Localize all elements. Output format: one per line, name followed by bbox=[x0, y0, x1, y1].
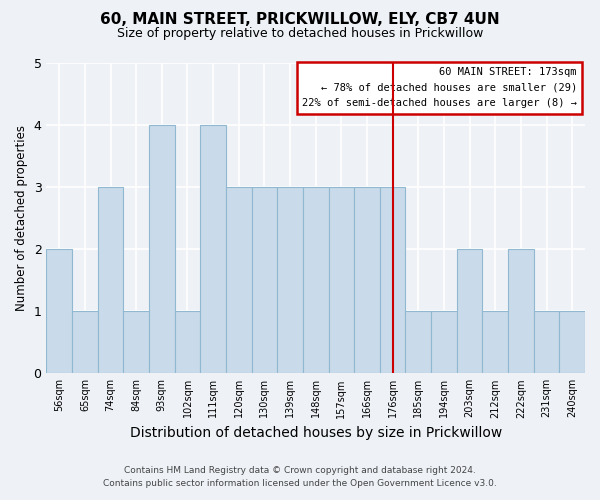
Text: Size of property relative to detached houses in Prickwillow: Size of property relative to detached ho… bbox=[117, 28, 483, 40]
Text: Contains HM Land Registry data © Crown copyright and database right 2024.
Contai: Contains HM Land Registry data © Crown c… bbox=[103, 466, 497, 487]
Bar bbox=[431, 311, 457, 374]
Bar bbox=[149, 124, 175, 374]
Bar bbox=[457, 249, 482, 374]
Text: 60 MAIN STREET: 173sqm
← 78% of detached houses are smaller (29)
22% of semi-det: 60 MAIN STREET: 173sqm ← 78% of detached… bbox=[302, 67, 577, 108]
Bar bbox=[559, 311, 585, 374]
Bar bbox=[277, 187, 303, 374]
Bar bbox=[534, 311, 559, 374]
Bar bbox=[303, 187, 329, 374]
Bar bbox=[175, 311, 200, 374]
Text: 60, MAIN STREET, PRICKWILLOW, ELY, CB7 4UN: 60, MAIN STREET, PRICKWILLOW, ELY, CB7 4… bbox=[100, 12, 500, 28]
Bar bbox=[200, 124, 226, 374]
Y-axis label: Number of detached properties: Number of detached properties bbox=[15, 125, 28, 311]
Bar bbox=[46, 249, 72, 374]
Bar bbox=[251, 187, 277, 374]
Bar bbox=[72, 311, 98, 374]
Bar bbox=[124, 311, 149, 374]
Bar bbox=[226, 187, 251, 374]
Bar bbox=[406, 311, 431, 374]
Bar bbox=[354, 187, 380, 374]
X-axis label: Distribution of detached houses by size in Prickwillow: Distribution of detached houses by size … bbox=[130, 426, 502, 440]
Bar bbox=[508, 249, 534, 374]
Bar bbox=[98, 187, 124, 374]
Bar bbox=[329, 187, 354, 374]
Bar bbox=[482, 311, 508, 374]
Bar bbox=[380, 187, 406, 374]
